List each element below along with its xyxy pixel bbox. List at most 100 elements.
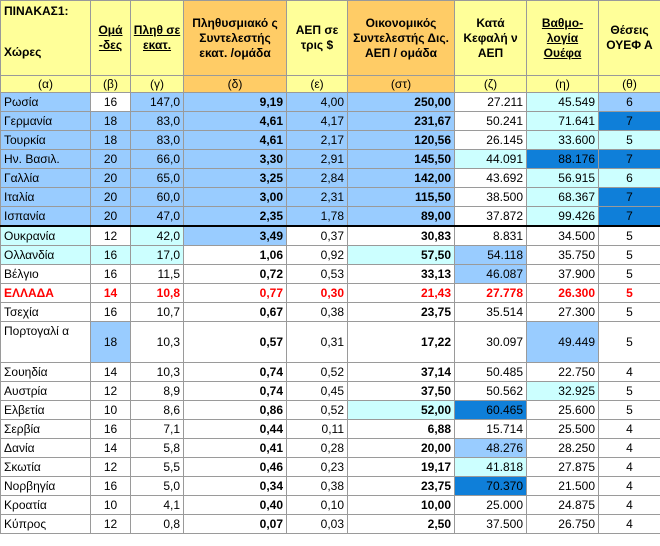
cell-uefa-places: 5 [598, 302, 660, 322]
cell-country: Βέλγιο [0, 264, 91, 284]
cell-population-coefficient: 0,44 [183, 419, 287, 439]
cell-economic-coefficient: 17,22 [347, 321, 455, 363]
cell-population-coefficient: 0,72 [183, 264, 287, 284]
cell-population-coefficient: 2,35 [183, 206, 287, 227]
cell-population-coefficient: 0,67 [183, 302, 287, 322]
cell-economic-coefficient: 10,00 [347, 495, 455, 515]
cell-population: 147,0 [130, 92, 184, 112]
cell-gdp: 2,17 [286, 130, 348, 150]
cell-groups: 10 [90, 400, 131, 420]
cell-gdp: 0,23 [286, 457, 348, 477]
sub-c: (γ) [130, 75, 184, 93]
cell-gdp: 4,17 [286, 111, 348, 131]
cell-economic-coefficient: 231,67 [347, 111, 455, 131]
cell-population-coefficient: 0,41 [183, 438, 287, 458]
cell-population-coefficient: 0,74 [183, 381, 287, 401]
cell-uefa-points: 33.600 [526, 130, 599, 150]
cell-country: Ρωσία [0, 92, 91, 112]
table-row: Κύπρος 12 0,8 0,07 0,03 2,50 37.500 26.750 4 [0, 514, 660, 534]
table-row: Τσεχία 16 10,7 0,67 0,38 23,75 35.514 27.300 5 [0, 302, 660, 322]
cell-uefa-points: 45.549 [526, 92, 599, 112]
cell-country: Δανία [0, 438, 91, 458]
cell-per-capita-gdp: 38.500 [454, 187, 527, 207]
cell-per-capita-gdp: 54.118 [454, 245, 527, 265]
uefa-table: ΠΙΝΑΚΑΣ1: Χώρες Ομά -δες Πληθ σε εκατ. Πλ… [0, 0, 660, 534]
cell-per-capita-gdp: 26.145 [454, 130, 527, 150]
cell-per-capita-gdp: 50.241 [454, 111, 527, 131]
cell-gdp: 0,45 [286, 381, 348, 401]
cell-population-coefficient: 1,06 [183, 245, 287, 265]
table-row: Γερμανία 18 83,0 4,61 4,17 231,67 50.241 71.641… [0, 111, 660, 131]
cell-gdp: 1,78 [286, 206, 348, 227]
cell-uefa-points: 49.449 [526, 321, 599, 363]
cell-per-capita-gdp: 46.087 [454, 264, 527, 284]
cell-uefa-points: 99.426 [526, 206, 599, 227]
cell-population: 5,0 [130, 476, 184, 496]
cell-population: 10,3 [130, 321, 184, 363]
subheader-row: (α) (β) (γ) (δ) (ε) (στ) (ζ) (η) (θ) [0, 75, 660, 93]
header-population-coefficient: Πληθυσμιακό ς Συντελεστής εκατ. /ομάδα [183, 0, 287, 76]
cell-per-capita-gdp: 27.211 [454, 92, 527, 112]
cell-economic-coefficient: 37,50 [347, 381, 455, 401]
cell-uefa-places: 4 [598, 476, 660, 496]
cell-economic-coefficient: 19,17 [347, 457, 455, 477]
cell-economic-coefficient: 89,00 [347, 206, 455, 227]
cell-economic-coefficient: 2,50 [347, 514, 455, 534]
cell-uefa-places: 4 [598, 495, 660, 515]
cell-population: 8,9 [130, 381, 184, 401]
cell-population-coefficient: 3,00 [183, 187, 287, 207]
cell-groups: 16 [90, 245, 131, 265]
sub-th: (θ) [598, 75, 660, 93]
header-uefa-points: Βαθμο- λογία Ουέφα [526, 0, 599, 76]
cell-groups: 12 [90, 381, 131, 401]
table-row: Σερβία 16 7,1 0,44 0,11 6,88 15.714 25.500 4 [0, 419, 660, 439]
cell-uefa-places: 4 [598, 457, 660, 477]
cell-population-coefficient: 3,25 [183, 168, 287, 188]
cell-gdp: 0,52 [286, 362, 348, 382]
header-uefa-places: Θέσεις ΟΥΕΦ Α [598, 0, 660, 76]
cell-uefa-places: 7 [598, 206, 660, 227]
cell-groups: 20 [90, 149, 131, 169]
cell-uefa-points: 32.925 [526, 381, 599, 401]
cell-country: Νορβηγία [0, 476, 91, 496]
cell-population-coefficient: 4,61 [183, 130, 287, 150]
cell-uefa-places: 5 [598, 283, 660, 303]
cell-country: Ισπανία [0, 206, 91, 227]
cell-per-capita-gdp: 8.831 [454, 225, 527, 246]
cell-gdp: 0,52 [286, 400, 348, 420]
cell-economic-coefficient: 145,50 [347, 149, 455, 169]
cell-economic-coefficient: 21,43 [347, 283, 455, 303]
cell-country: Ιταλία [0, 187, 91, 207]
table-row: Ελβετία 10 8,6 0,86 0,52 52,00 60.465 25.600 5 [0, 400, 660, 420]
cell-country: Σερβία [0, 419, 91, 439]
cell-groups: 20 [90, 206, 131, 227]
cell-groups: 14 [90, 438, 131, 458]
cell-per-capita-gdp: 50.485 [454, 362, 527, 382]
cell-uefa-places: 5 [598, 245, 660, 265]
cell-uefa-places: 6 [598, 92, 660, 112]
cell-population: 10,8 [130, 283, 184, 303]
table-row: Κροατία 10 4,1 0,40 0,10 10,00 25.000 24.875 4 [0, 495, 660, 515]
cell-population: 17,0 [130, 245, 184, 265]
sub-d: (δ) [183, 75, 287, 93]
cell-per-capita-gdp: 30.097 [454, 321, 527, 363]
cell-population: 11,5 [130, 264, 184, 284]
cell-population: 10,7 [130, 302, 184, 322]
cell-population: 10,3 [130, 362, 184, 382]
cell-population: 4,1 [130, 495, 184, 515]
cell-uefa-points: 71.641 [526, 111, 599, 131]
cell-uefa-points: 28.250 [526, 438, 599, 458]
cell-country: Γερμανία [0, 111, 91, 131]
cell-uefa-points: 26.750 [526, 514, 599, 534]
cell-groups: 20 [90, 187, 131, 207]
cell-population-coefficient: 0,46 [183, 457, 287, 477]
cell-population: 83,0 [130, 111, 184, 131]
cell-economic-coefficient: 20,00 [347, 438, 455, 458]
table-row: Ιταλία 20 60,0 3,00 2,31 115,50 38.500 68.367 7 [0, 187, 660, 207]
cell-per-capita-gdp: 37.872 [454, 206, 527, 227]
cell-population-coefficient: 9,19 [183, 92, 287, 112]
cell-gdp: 0,28 [286, 438, 348, 458]
table-row: Αυστρία 12 8,9 0,74 0,45 37,50 50.562 32.925 5 [0, 381, 660, 401]
cell-economic-coefficient: 30,83 [347, 225, 455, 246]
cell-per-capita-gdp: 70.370 [454, 476, 527, 496]
